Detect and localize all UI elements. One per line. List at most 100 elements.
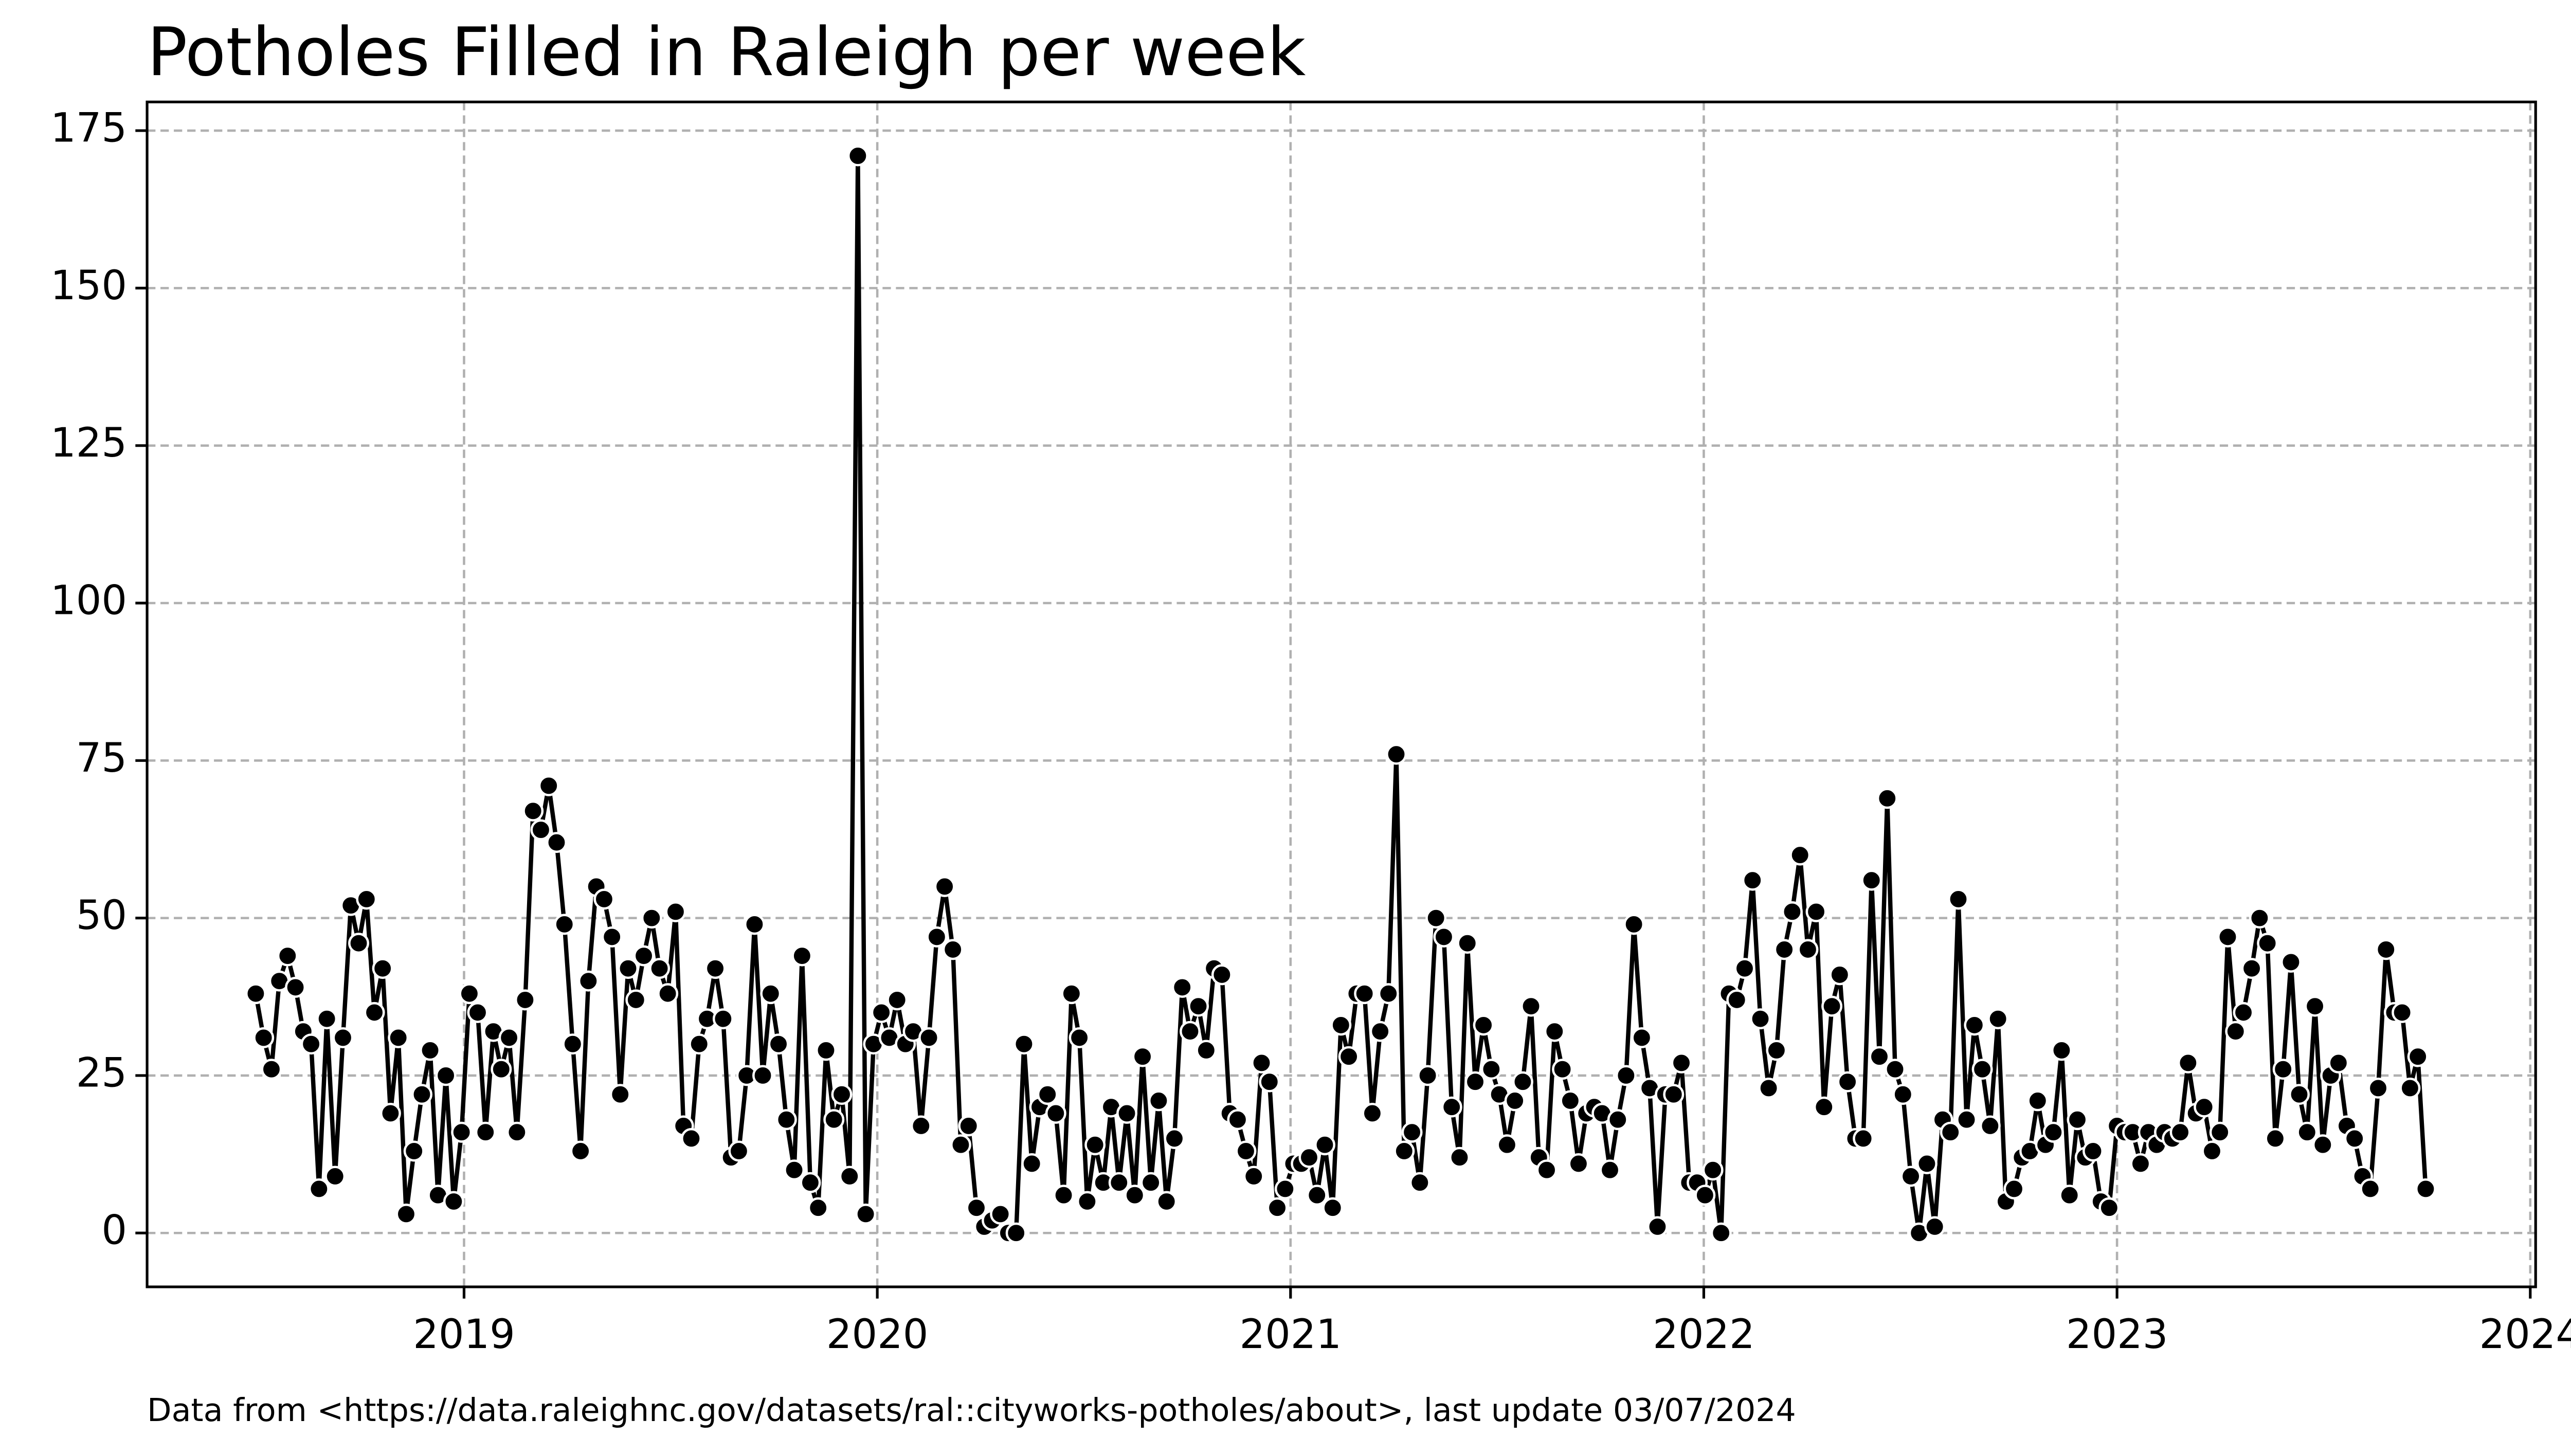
data-point <box>2367 1077 2389 1099</box>
data-point <box>1417 1065 1439 1086</box>
data-point <box>1227 1109 1248 1131</box>
data-point <box>1266 1197 1288 1218</box>
data-point <box>1180 1021 1201 1042</box>
caption: Data from <https://data.raleighnc.gov/da… <box>147 1392 1796 1429</box>
data-point <box>942 939 964 960</box>
x-tick-label: 2021 <box>1240 1312 1342 1358</box>
data-point <box>1821 995 1843 1017</box>
data-point <box>467 1002 488 1023</box>
data-point <box>1805 901 1827 922</box>
data-point <box>1409 1172 1431 1193</box>
y-tick-label: 100 <box>50 577 127 624</box>
data-point <box>498 1027 520 1048</box>
data-point <box>601 926 623 948</box>
data-point <box>2042 1121 2064 1143</box>
data-point <box>435 1065 457 1086</box>
data-point <box>1892 1084 1914 1105</box>
data-point <box>1243 1166 1264 1187</box>
data-point <box>1021 1153 1043 1174</box>
data-point <box>800 1172 821 1193</box>
data-point <box>831 1084 853 1105</box>
data-point <box>1084 1134 1106 1156</box>
data-point <box>2265 1127 2286 1149</box>
data-point <box>2360 1178 2381 1199</box>
data-point <box>1900 1166 1922 1187</box>
data-point <box>752 1065 773 1086</box>
data-point <box>443 1191 464 1212</box>
data-point <box>625 989 647 1011</box>
data-point <box>2098 1197 2120 1218</box>
data-point <box>1132 1046 1153 1067</box>
data-point <box>1544 1021 1565 1042</box>
data-point <box>316 1008 338 1030</box>
data-point <box>1536 1159 1558 1181</box>
data-point <box>285 976 306 998</box>
data-point <box>1520 995 1542 1017</box>
data-point <box>1766 1040 1787 1061</box>
data-point <box>1599 1159 1621 1181</box>
data-point <box>1797 939 1819 960</box>
data-point <box>886 989 908 1011</box>
data-point <box>1948 888 1969 910</box>
data-point <box>784 1159 805 1181</box>
data-point <box>2328 1052 2349 1073</box>
data-point <box>1924 1216 1946 1237</box>
data-point <box>570 1140 591 1162</box>
data-point <box>807 1197 829 1218</box>
data-point <box>847 145 868 167</box>
data-point <box>823 1109 845 1131</box>
data-point <box>1425 907 1447 929</box>
data-point <box>1964 1014 1985 1036</box>
x-tick-label: 2022 <box>1653 1312 1755 1358</box>
data-point <box>839 1166 860 1187</box>
data-point <box>554 914 575 935</box>
x-tick-label: 2019 <box>413 1312 515 1358</box>
data-point <box>1164 1127 1185 1149</box>
data-point <box>2027 1090 2049 1112</box>
data-point <box>1885 1059 1906 1080</box>
data-point <box>1480 1059 1502 1080</box>
data-point <box>1188 995 1209 1017</box>
data-point <box>2003 1178 2025 1199</box>
data-point <box>1393 1140 1415 1162</box>
data-point <box>958 1115 980 1137</box>
data-point <box>1449 1146 1470 1168</box>
data-point <box>1615 1065 1637 1086</box>
data-point <box>1171 976 1193 998</box>
data-point <box>356 888 377 910</box>
data-point <box>2169 1121 2191 1143</box>
data-point <box>577 970 599 992</box>
data-point <box>1607 1109 1628 1131</box>
data-point <box>633 945 655 967</box>
data-point <box>728 1140 750 1162</box>
data-point <box>768 1033 789 1055</box>
data-point <box>1116 1102 1138 1124</box>
data-point <box>1869 1046 1890 1067</box>
data-point <box>689 1033 710 1055</box>
data-point <box>1108 1172 1130 1193</box>
data-point <box>2067 1109 2088 1131</box>
data-point <box>1710 1222 1732 1244</box>
data-point <box>277 945 298 967</box>
data-point <box>1457 933 1478 954</box>
data-point <box>1013 1033 1035 1055</box>
data-point <box>1623 914 1645 935</box>
data-point <box>562 1033 584 1055</box>
y-tick-label: 150 <box>50 263 127 309</box>
data-point <box>2344 1127 2365 1149</box>
data-point <box>538 775 559 796</box>
data-point <box>1314 1134 1335 1156</box>
y-tick-label: 25 <box>76 1050 127 1096</box>
axes-frame <box>146 100 2537 1288</box>
y-tick-label: 0 <box>101 1208 127 1254</box>
data-point <box>1789 844 1811 866</box>
data-point <box>411 1084 432 1105</box>
data-point <box>1235 1140 1257 1162</box>
data-point <box>1156 1191 1178 1212</box>
data-point <box>1956 1109 1978 1131</box>
data-point <box>1148 1090 1169 1112</box>
data-point <box>1987 1008 2009 1030</box>
data-point <box>1362 1102 1383 1124</box>
data-point <box>1861 869 1882 891</box>
data-point <box>1124 1185 1146 1206</box>
